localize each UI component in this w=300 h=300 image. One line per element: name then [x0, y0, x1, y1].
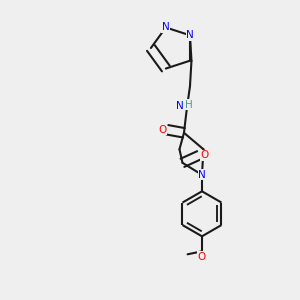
Text: O: O — [158, 125, 166, 135]
Text: H: H — [185, 100, 193, 110]
Text: O: O — [198, 252, 206, 262]
Text: N: N — [162, 22, 170, 32]
Text: N: N — [198, 170, 206, 180]
Text: N: N — [186, 30, 194, 40]
Text: O: O — [200, 150, 208, 160]
Text: N: N — [176, 101, 183, 111]
